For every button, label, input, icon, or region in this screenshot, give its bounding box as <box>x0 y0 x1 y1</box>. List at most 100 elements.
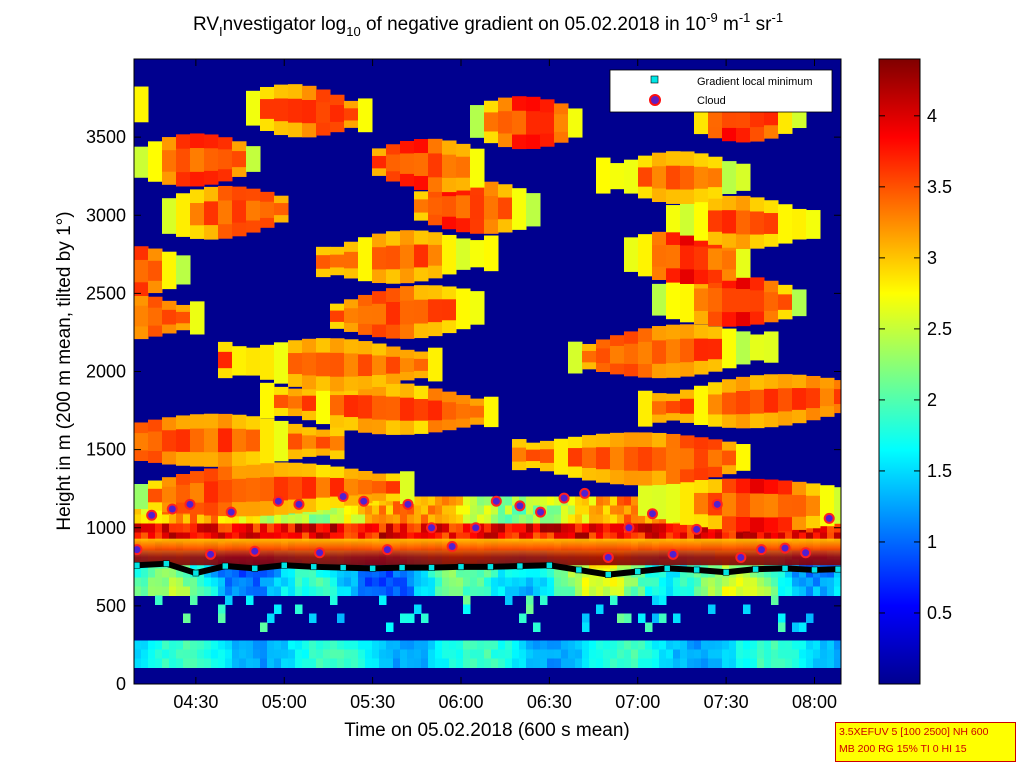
cloud-point <box>514 500 526 512</box>
colorbar-tick-label: 2 <box>927 390 937 410</box>
cloud-point <box>470 522 482 534</box>
gradient-minimum-point <box>310 563 317 571</box>
legend-square-icon <box>650 75 659 84</box>
y-axis: 0 500 1000 1500 2000 2500 3000 3500 <box>86 127 841 694</box>
cloud-point <box>691 523 703 535</box>
gradient-minimum-point <box>634 568 641 575</box>
cloud-point <box>623 522 635 534</box>
gradient-minimum-trace <box>163 560 199 577</box>
gradient-minimum-trace <box>516 562 553 570</box>
cloud-point <box>293 498 305 510</box>
gradient-minimum-point <box>163 560 170 567</box>
cloud-point <box>490 495 502 507</box>
cloud-point <box>205 548 217 560</box>
colorbar-tick-label: 0.5 <box>927 603 952 623</box>
y-tick-label: 2500 <box>86 283 126 303</box>
cloud-point <box>602 551 614 563</box>
gradient-minimum-point <box>781 565 789 572</box>
gradient-minimum-point <box>811 566 818 574</box>
y-tick-label: 1000 <box>86 518 126 538</box>
gradient-minimum-point <box>487 563 494 571</box>
gradient-minimum-point <box>192 569 200 577</box>
gradient-minimum-trace <box>752 565 789 573</box>
x-tick-label: 06:00 <box>438 692 483 712</box>
cloud-point <box>272 495 284 507</box>
gradient-minimum-point <box>516 562 524 570</box>
cloud-point <box>184 498 196 510</box>
y-tick-label: 1500 <box>86 440 126 460</box>
gradient-minimum-point <box>398 564 406 571</box>
chart-title: RVInvestigator log10 of negative gradien… <box>193 10 783 39</box>
colorbar-gradient <box>879 59 920 684</box>
legend: Gradient local minimum Cloud <box>609 69 833 113</box>
x-axis-label: Time on 05.02.2018 (600 s mean) <box>344 720 630 741</box>
plot-area: 04:30 05:00 05:30 06:00 06:30 07:00 07:30 08:00… <box>86 58 842 712</box>
cloud-point <box>735 551 747 563</box>
info-line-2: MB 200 RG 15% TI 0 HI 15 <box>839 743 967 755</box>
colorbar-tick-label: 2.5 <box>927 319 952 339</box>
gradient-minimum-trace <box>222 563 258 572</box>
x-tick-label: 05:00 <box>262 692 307 712</box>
gradient-minimum-point <box>693 566 700 574</box>
gradient-minimum-trace <box>134 560 170 569</box>
colorbar: 0.5 1 1.5 2 2.5 3 3.5 4 <box>878 58 952 685</box>
x-axis: 04:30 05:00 05:30 06:00 06:30 07:00 07:30 08:00 <box>173 59 837 712</box>
gradient-minimum-trace <box>693 566 730 576</box>
cloud-point <box>579 487 591 499</box>
cloud-point <box>249 545 261 557</box>
cloud-point <box>800 547 812 559</box>
cloud-point <box>337 491 349 502</box>
x-tick-label: 04:30 <box>173 692 218 712</box>
gradient-minimum-point <box>605 571 612 578</box>
cloud-point <box>823 512 835 524</box>
gradient-minimum-trace <box>575 566 612 578</box>
cloud-point <box>446 541 458 552</box>
x-tick-label: 07:30 <box>704 692 749 712</box>
legend-circle-icon <box>649 94 661 106</box>
gradient-minimum-trace <box>192 563 229 577</box>
legend-box <box>609 69 833 113</box>
gradient-minimum-trace <box>487 563 523 570</box>
colorbar-frame <box>878 58 921 685</box>
x-tick-label: 06:30 <box>527 692 572 712</box>
cloud-point <box>646 508 658 520</box>
gradient-minimum-trace <box>605 568 641 578</box>
processing-parameters-box: 3.5XEFUV 5 [100 2500] NH 600 MB 200 RG 1… <box>835 722 1016 762</box>
gradient-minimum-trace <box>811 566 841 573</box>
cloud-point <box>134 544 143 556</box>
cloud-point <box>381 544 393 556</box>
gradient-minimum-point <box>280 562 288 569</box>
cloud-point <box>314 547 326 559</box>
cloud-point <box>535 506 547 518</box>
gradient-minimum-point <box>369 565 376 572</box>
gradient-minimum-point <box>575 566 583 574</box>
y-tick-label: 3500 <box>86 127 126 147</box>
gradient-minimum-trace <box>281 562 317 570</box>
gradient-minimum-point <box>134 562 141 569</box>
colorbar-tick-label: 3.5 <box>927 177 952 197</box>
gradient-minimum-point <box>663 565 671 572</box>
y-tick-label: 3000 <box>86 205 126 225</box>
gradient-minimum-trace <box>251 562 288 572</box>
heatmap-field <box>134 84 841 668</box>
colorbar-tick-label: 1 <box>927 532 937 552</box>
cloud-point <box>166 503 178 515</box>
y-tick-label: 2000 <box>86 362 126 382</box>
gradient-minimum-trace <box>428 563 464 571</box>
y-tick-label: 500 <box>96 596 126 616</box>
y-axis-label: Height in m (200 m mean, tilted by 1°) <box>54 211 75 530</box>
legend-label-cloud: Cloud <box>697 95 726 107</box>
marker-layer <box>134 487 841 578</box>
gradient-minimum-trace <box>634 565 671 575</box>
colorbar-tick-label: 4 <box>927 106 937 126</box>
cloud-point <box>146 509 158 521</box>
gradient-minimum-trace <box>310 563 347 571</box>
cloud-point <box>558 492 570 504</box>
gradient-minimum-point <box>222 562 229 570</box>
info-line-1: 3.5XEFUV 5 [100 2500] NH 600 <box>839 726 989 738</box>
y-tick-label: 0 <box>116 674 126 694</box>
gradient-minimum-trace <box>664 565 700 573</box>
x-tick-label: 05:30 <box>350 692 395 712</box>
cloud-point <box>667 548 679 560</box>
